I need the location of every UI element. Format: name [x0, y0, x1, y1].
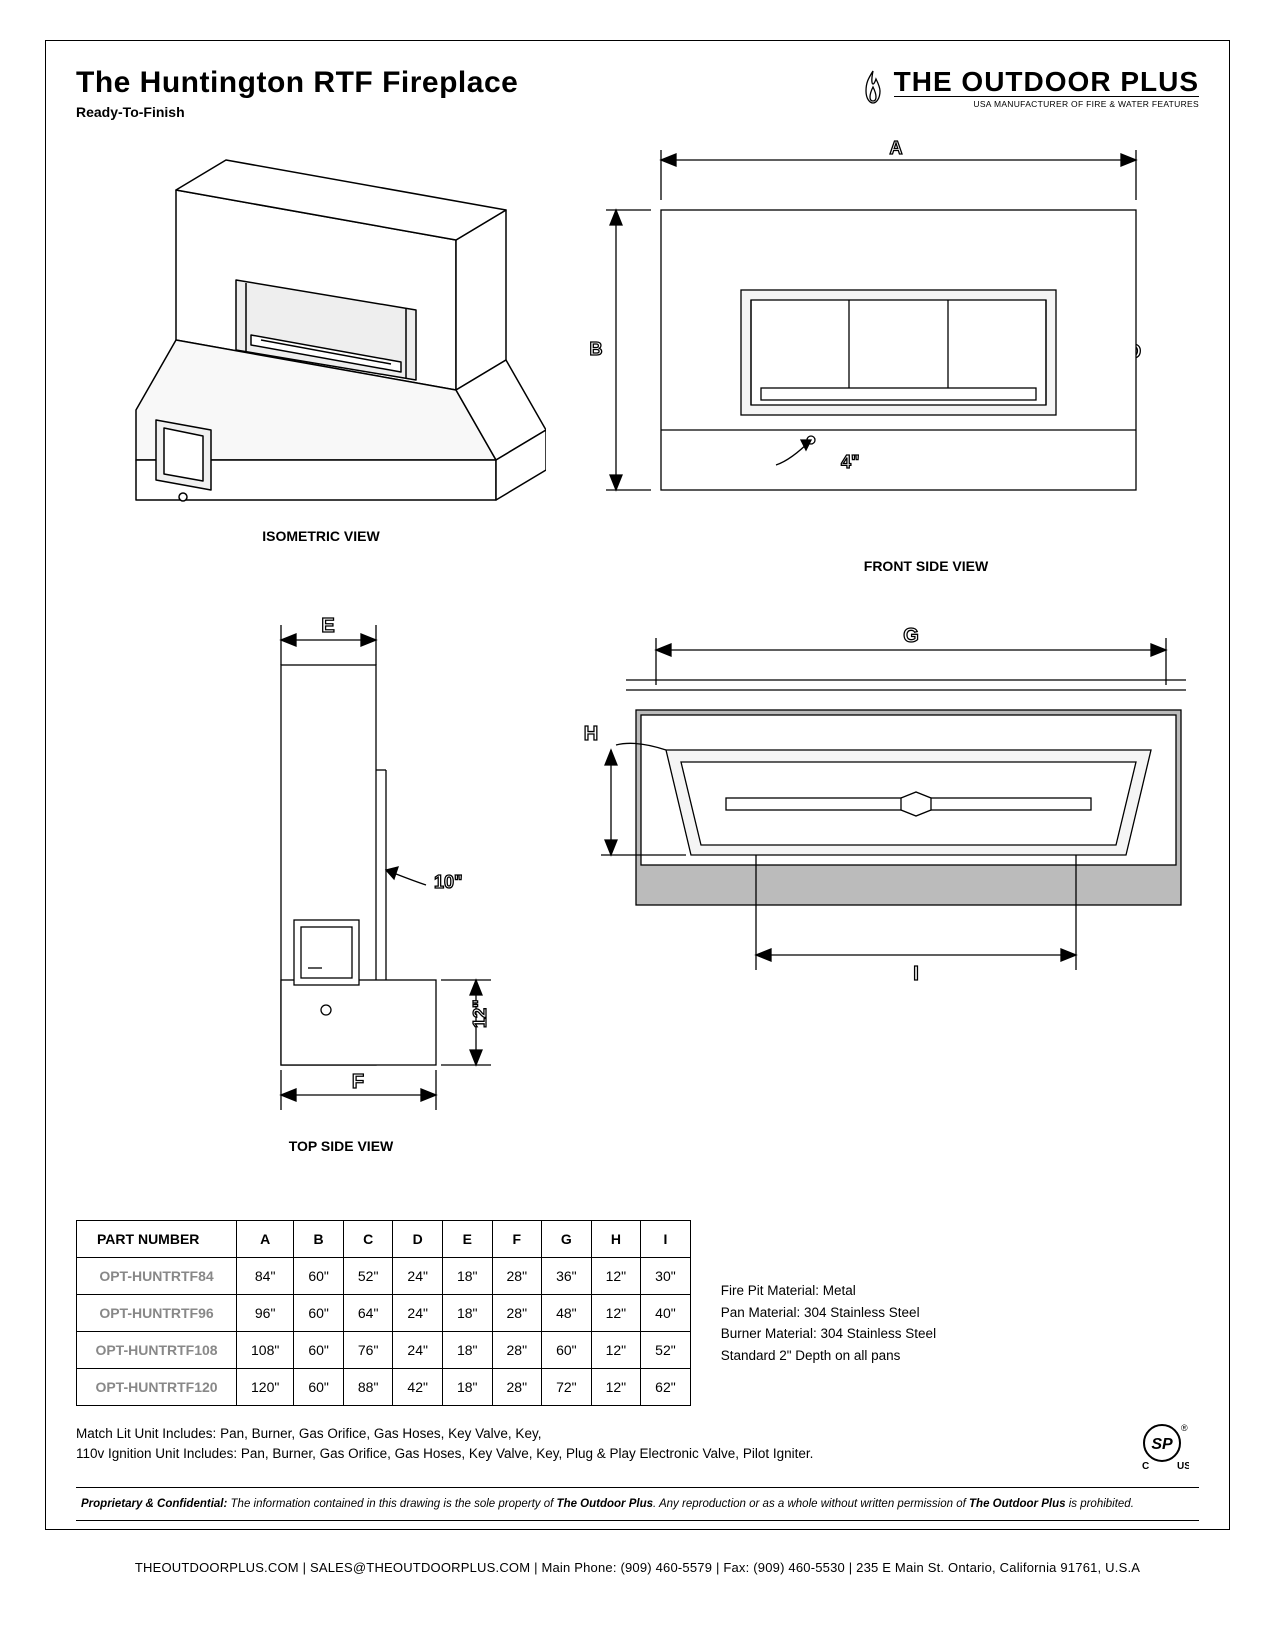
material-line: Pan Material: 304 Stainless Steel: [721, 1302, 936, 1324]
table-row: OPT-HUNTRTF84 84"60"52"24"18"28"36"12"30…: [77, 1258, 691, 1295]
header: The Huntington RTF Fireplace Ready-To-Fi…: [76, 66, 1199, 120]
front-label: FRONT SIDE VIEW: [696, 558, 1156, 574]
includes-line: 110v Ignition Unit Includes: Pan, Burner…: [76, 1444, 1199, 1464]
title-block: The Huntington RTF Fireplace Ready-To-Fi…: [76, 66, 518, 120]
table-row: OPT-HUNTRTF96 96"60"64"24"18"28"48"12"40…: [77, 1295, 691, 1332]
th-b: B: [294, 1221, 344, 1258]
drawing-views: ISOMETRIC VIEW A: [76, 150, 1199, 1210]
svg-text:A: A: [890, 138, 903, 158]
svg-text:F: F: [352, 1071, 364, 1093]
svg-text:H: H: [584, 723, 598, 745]
includes-block: Match Lit Unit Includes: Pan, Burner, Ga…: [76, 1424, 1199, 1465]
table-row: OPT-HUNTRTF108 108"60"76"24"18"28"60"12"…: [77, 1332, 691, 1369]
svg-text:I: I: [913, 963, 919, 985]
svg-text:B: B: [590, 339, 603, 359]
brand-logo: THE OUTDOOR PLUS USA MANUFACTURER OF FIR…: [858, 66, 1199, 109]
th-d: D: [393, 1221, 443, 1258]
svg-text:4": 4": [841, 452, 860, 472]
th-g: G: [542, 1221, 592, 1258]
material-line: Burner Material: 304 Stainless Steel: [721, 1323, 936, 1345]
detail-view: G: [566, 620, 1166, 1040]
page-subtitle: Ready-To-Finish: [76, 104, 518, 120]
th-f: F: [492, 1221, 542, 1258]
csa-mark-icon: SP C US ®: [1135, 1419, 1189, 1473]
flame-icon: [858, 69, 888, 107]
svg-text:12": 12": [470, 999, 490, 1028]
th-partnum: PART NUMBER: [77, 1221, 237, 1258]
iso-label: ISOMETRIC VIEW: [96, 528, 546, 544]
materials-block: Fire Pit Material: Metal Pan Material: 3…: [721, 1220, 936, 1366]
specs-table: PART NUMBER A B C D E F G H I OPT-HUNTRT…: [76, 1220, 691, 1406]
svg-text:C: C: [1142, 1461, 1149, 1472]
disclaimer-lead: Proprietary & Confidential:: [81, 1498, 227, 1510]
material-line: Fire Pit Material: Metal: [721, 1280, 936, 1302]
svg-text:E: E: [321, 615, 334, 637]
svg-text:SP: SP: [1151, 1436, 1173, 1453]
front-side-view: A B C: [576, 130, 1156, 574]
th-h: H: [591, 1221, 641, 1258]
top-label: TOP SIDE VIEW: [146, 1138, 536, 1154]
svg-text:G: G: [903, 625, 919, 647]
includes-line: Match Lit Unit Includes: Pan, Burner, Ga…: [76, 1424, 1199, 1444]
th-a: A: [237, 1221, 294, 1258]
th-e: E: [442, 1221, 492, 1258]
disclaimer: Proprietary & Confidential: The informat…: [76, 1487, 1199, 1521]
footer: THEOUTDOORPLUS.COM | SALES@THEOUTDOORPLU…: [45, 1530, 1230, 1575]
material-line: Standard 2" Depth on all pans: [721, 1345, 936, 1367]
th-i: I: [641, 1221, 691, 1258]
page-title: The Huntington RTF Fireplace: [76, 66, 518, 100]
top-side-view: E 10": [216, 610, 536, 1154]
isometric-view: ISOMETRIC VIEW: [96, 150, 546, 544]
svg-text:US: US: [1177, 1461, 1189, 1472]
table-row: OPT-HUNTRTF120 120"60"88"42"18"28"72"12"…: [77, 1369, 691, 1406]
brand-name: THE OUTDOOR PLUS: [894, 66, 1199, 98]
svg-text:10": 10": [434, 872, 463, 892]
specs-row: PART NUMBER A B C D E F G H I OPT-HUNTRT…: [76, 1220, 1199, 1406]
th-c: C: [343, 1221, 393, 1258]
svg-text:®: ®: [1181, 1423, 1188, 1433]
